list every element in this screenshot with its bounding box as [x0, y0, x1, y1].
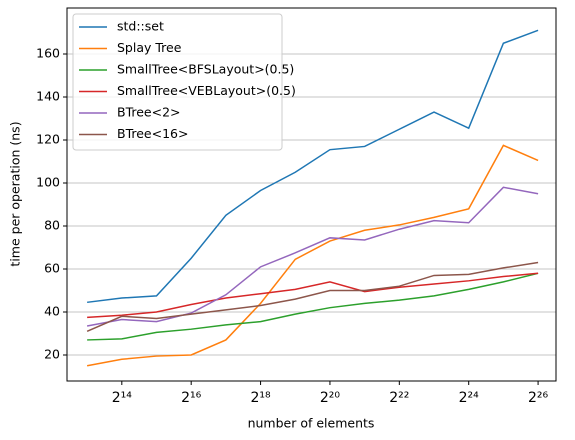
- y-tick-label: 80: [44, 217, 60, 232]
- y-tick-label: 120: [36, 132, 60, 147]
- y-tick-label: 60: [44, 260, 60, 275]
- legend-label: BTree<2>: [117, 105, 181, 120]
- series-line: [87, 272, 539, 341]
- legend-label: SmallTree<BFSLayout>(0.5): [117, 62, 294, 77]
- series-line: [86, 186, 539, 327]
- series-line: [86, 144, 539, 367]
- y-tick-label: 100: [36, 174, 60, 189]
- x-axis-label: number of elements: [248, 416, 375, 431]
- x-tick-label: 2²⁴: [459, 390, 480, 406]
- y-tick-label: 40: [44, 303, 60, 318]
- legend-box: [72, 13, 283, 151]
- x-tick-label: 2¹⁶: [181, 390, 202, 406]
- legend-label: BTree<16>: [117, 126, 188, 141]
- plot-frame: [66, 7, 557, 382]
- legend-label: std::set: [117, 19, 164, 34]
- x-tick-label: 2²⁶: [528, 390, 549, 406]
- series-line: [87, 272, 539, 319]
- y-tick-label: 140: [36, 89, 60, 104]
- legend-label: Splay Tree: [117, 40, 182, 55]
- series-line: [87, 29, 539, 304]
- x-tick-label: 2¹⁸: [250, 390, 271, 406]
- series-line: [86, 261, 539, 333]
- y-axis-label: time per operation (ns): [8, 121, 23, 266]
- y-tick-label: 20: [44, 346, 60, 361]
- y-tick-label: 160: [36, 46, 60, 61]
- legend-label: SmallTree<VEBLayout>(0.5): [117, 83, 296, 98]
- x-tick-label: 2²⁰: [320, 390, 341, 406]
- x-tick-label: 2¹⁴: [112, 390, 133, 406]
- x-tick-label: 2²²: [389, 390, 409, 406]
